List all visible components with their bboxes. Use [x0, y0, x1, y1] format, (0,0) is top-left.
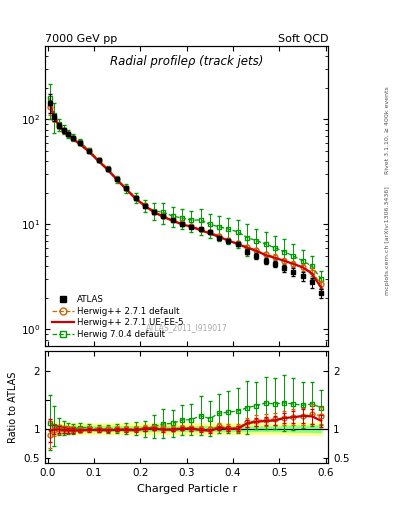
Text: Soft QCD: Soft QCD [278, 33, 328, 44]
Y-axis label: Ratio to ATLAS: Ratio to ATLAS [8, 371, 18, 443]
Text: 7000 GeV pp: 7000 GeV pp [45, 33, 118, 44]
Legend: ATLAS, Herwig++ 2.7.1 default, Herwig++ 2.7.1 UE-EE-5, Herwig 7.0.4 default: ATLAS, Herwig++ 2.7.1 default, Herwig++ … [50, 292, 186, 342]
X-axis label: Charged Particle r: Charged Particle r [136, 484, 237, 494]
Text: mcplots.cern.ch [arXiv:1306.3436]: mcplots.cern.ch [arXiv:1306.3436] [385, 186, 389, 295]
Text: Rivet 3.1.10, ≥ 400k events: Rivet 3.1.10, ≥ 400k events [385, 86, 389, 174]
Text: Radial profileρ (track jets): Radial profileρ (track jets) [110, 55, 263, 68]
Text: ATLAS_2011_I919017: ATLAS_2011_I919017 [146, 323, 228, 332]
